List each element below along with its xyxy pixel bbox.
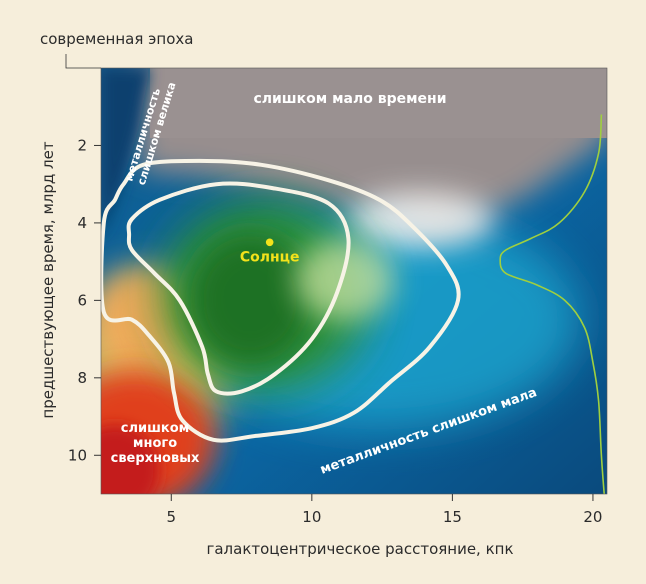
contour-lines — [101, 114, 605, 494]
x-axis-label: галактоцентрическое расстояние, кпк — [206, 540, 514, 558]
x-tick-label: 10 — [302, 508, 321, 526]
contour-inner — [126, 181, 351, 396]
current-epoch-label: современная эпоха — [40, 30, 194, 48]
region-label-too-little-time: слишком мало времени — [253, 91, 446, 107]
sun-marker-group: Солнце — [240, 238, 300, 265]
contour-outer — [101, 158, 461, 443]
y-tick-label: 2 — [77, 136, 87, 154]
y-axis-label: предшествующее время, млрд лет — [39, 141, 57, 419]
x-tick-label: 20 — [583, 508, 602, 526]
y-tick-label: 10 — [68, 446, 87, 464]
y-tick-label: 6 — [77, 291, 87, 309]
x-tick-label: 5 — [167, 508, 177, 526]
plot-frame — [100, 67, 608, 495]
y-tick-label: 4 — [77, 214, 87, 232]
x-tick-label: 15 — [443, 508, 462, 526]
x-axis-ticks: 5 10 15 20 — [167, 494, 602, 526]
epoch-bracket — [65, 54, 101, 69]
y-tick-label: 8 — [77, 369, 87, 387]
sun-point — [265, 238, 274, 247]
sun-label: Солнце — [240, 249, 300, 265]
contour-green-distribution — [499, 114, 605, 494]
region-label-too-many-supernovae: слишком много сверхновых — [111, 421, 200, 466]
y-axis-ticks: 2 4 6 8 10 — [68, 136, 101, 464]
